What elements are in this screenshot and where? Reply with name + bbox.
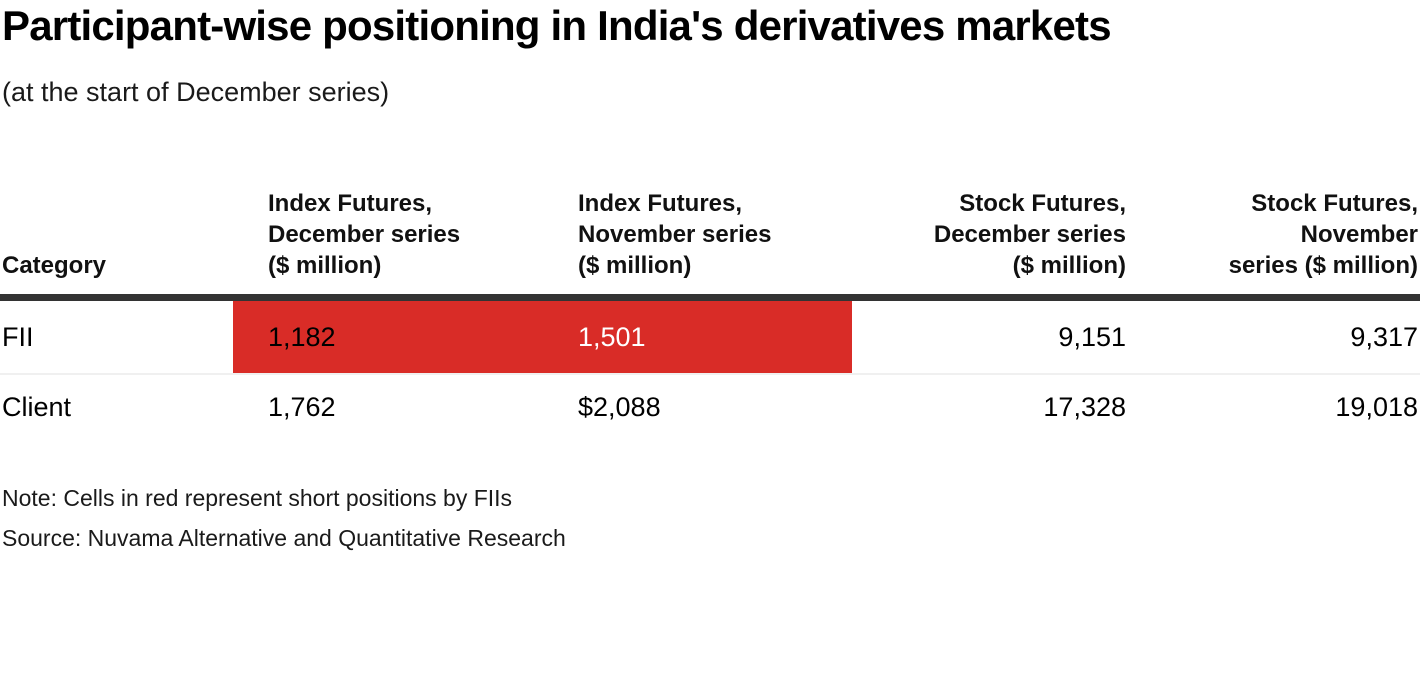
- cell-client-index-futures-nov: $2,088: [578, 391, 661, 422]
- column-header-index-futures-dec: Index Futures, December series ($ millio…: [233, 188, 543, 302]
- cell-client-stock-futures-nov: 19,018: [1335, 391, 1418, 422]
- cell-fii-stock-futures-dec: 9,151: [852, 297, 1128, 376]
- column-header-stock-futures-nov: Stock Futures, November series ($ millio…: [1128, 188, 1420, 302]
- column-header-stock-futures-dec: Stock Futures, December series ($ millio…: [852, 188, 1128, 302]
- page-title: Participant-wise positioning in India's …: [2, 2, 1112, 49]
- cell-fii-stock-futures-nov: 9,317: [1128, 297, 1420, 376]
- cell-fii-index-futures-dec: 1,182: [233, 297, 543, 376]
- cell-fii-category: FII: [0, 297, 233, 376]
- positions-table: Category Index Futures, December series …: [0, 188, 1420, 439]
- cell-client-index-futures-dec: 1,762: [268, 391, 336, 422]
- cell-client-stock-futures-dec: 17,328: [1043, 391, 1126, 422]
- page-subtitle: (at the start of December series): [2, 77, 390, 108]
- column-header-category: Category: [0, 188, 233, 302]
- table-row-client: Client 1,762 $2,088 17,328 19,018: [0, 374, 1420, 439]
- table-header-row: Category Index Futures, December series …: [0, 188, 1420, 302]
- column-header-index-futures-nov: Index Futures, November series ($ millio…: [543, 188, 852, 302]
- source-text: Source: Nuvama Alternative and Quantitat…: [2, 525, 566, 552]
- cell-client-category: Client: [2, 391, 72, 422]
- table-row-fii: FII 1,182 1,501 9,151 9,317: [0, 297, 1420, 376]
- note-text: Note: Cells in red represent short posit…: [2, 485, 513, 512]
- cell-fii-index-futures-nov: 1,501: [543, 297, 852, 376]
